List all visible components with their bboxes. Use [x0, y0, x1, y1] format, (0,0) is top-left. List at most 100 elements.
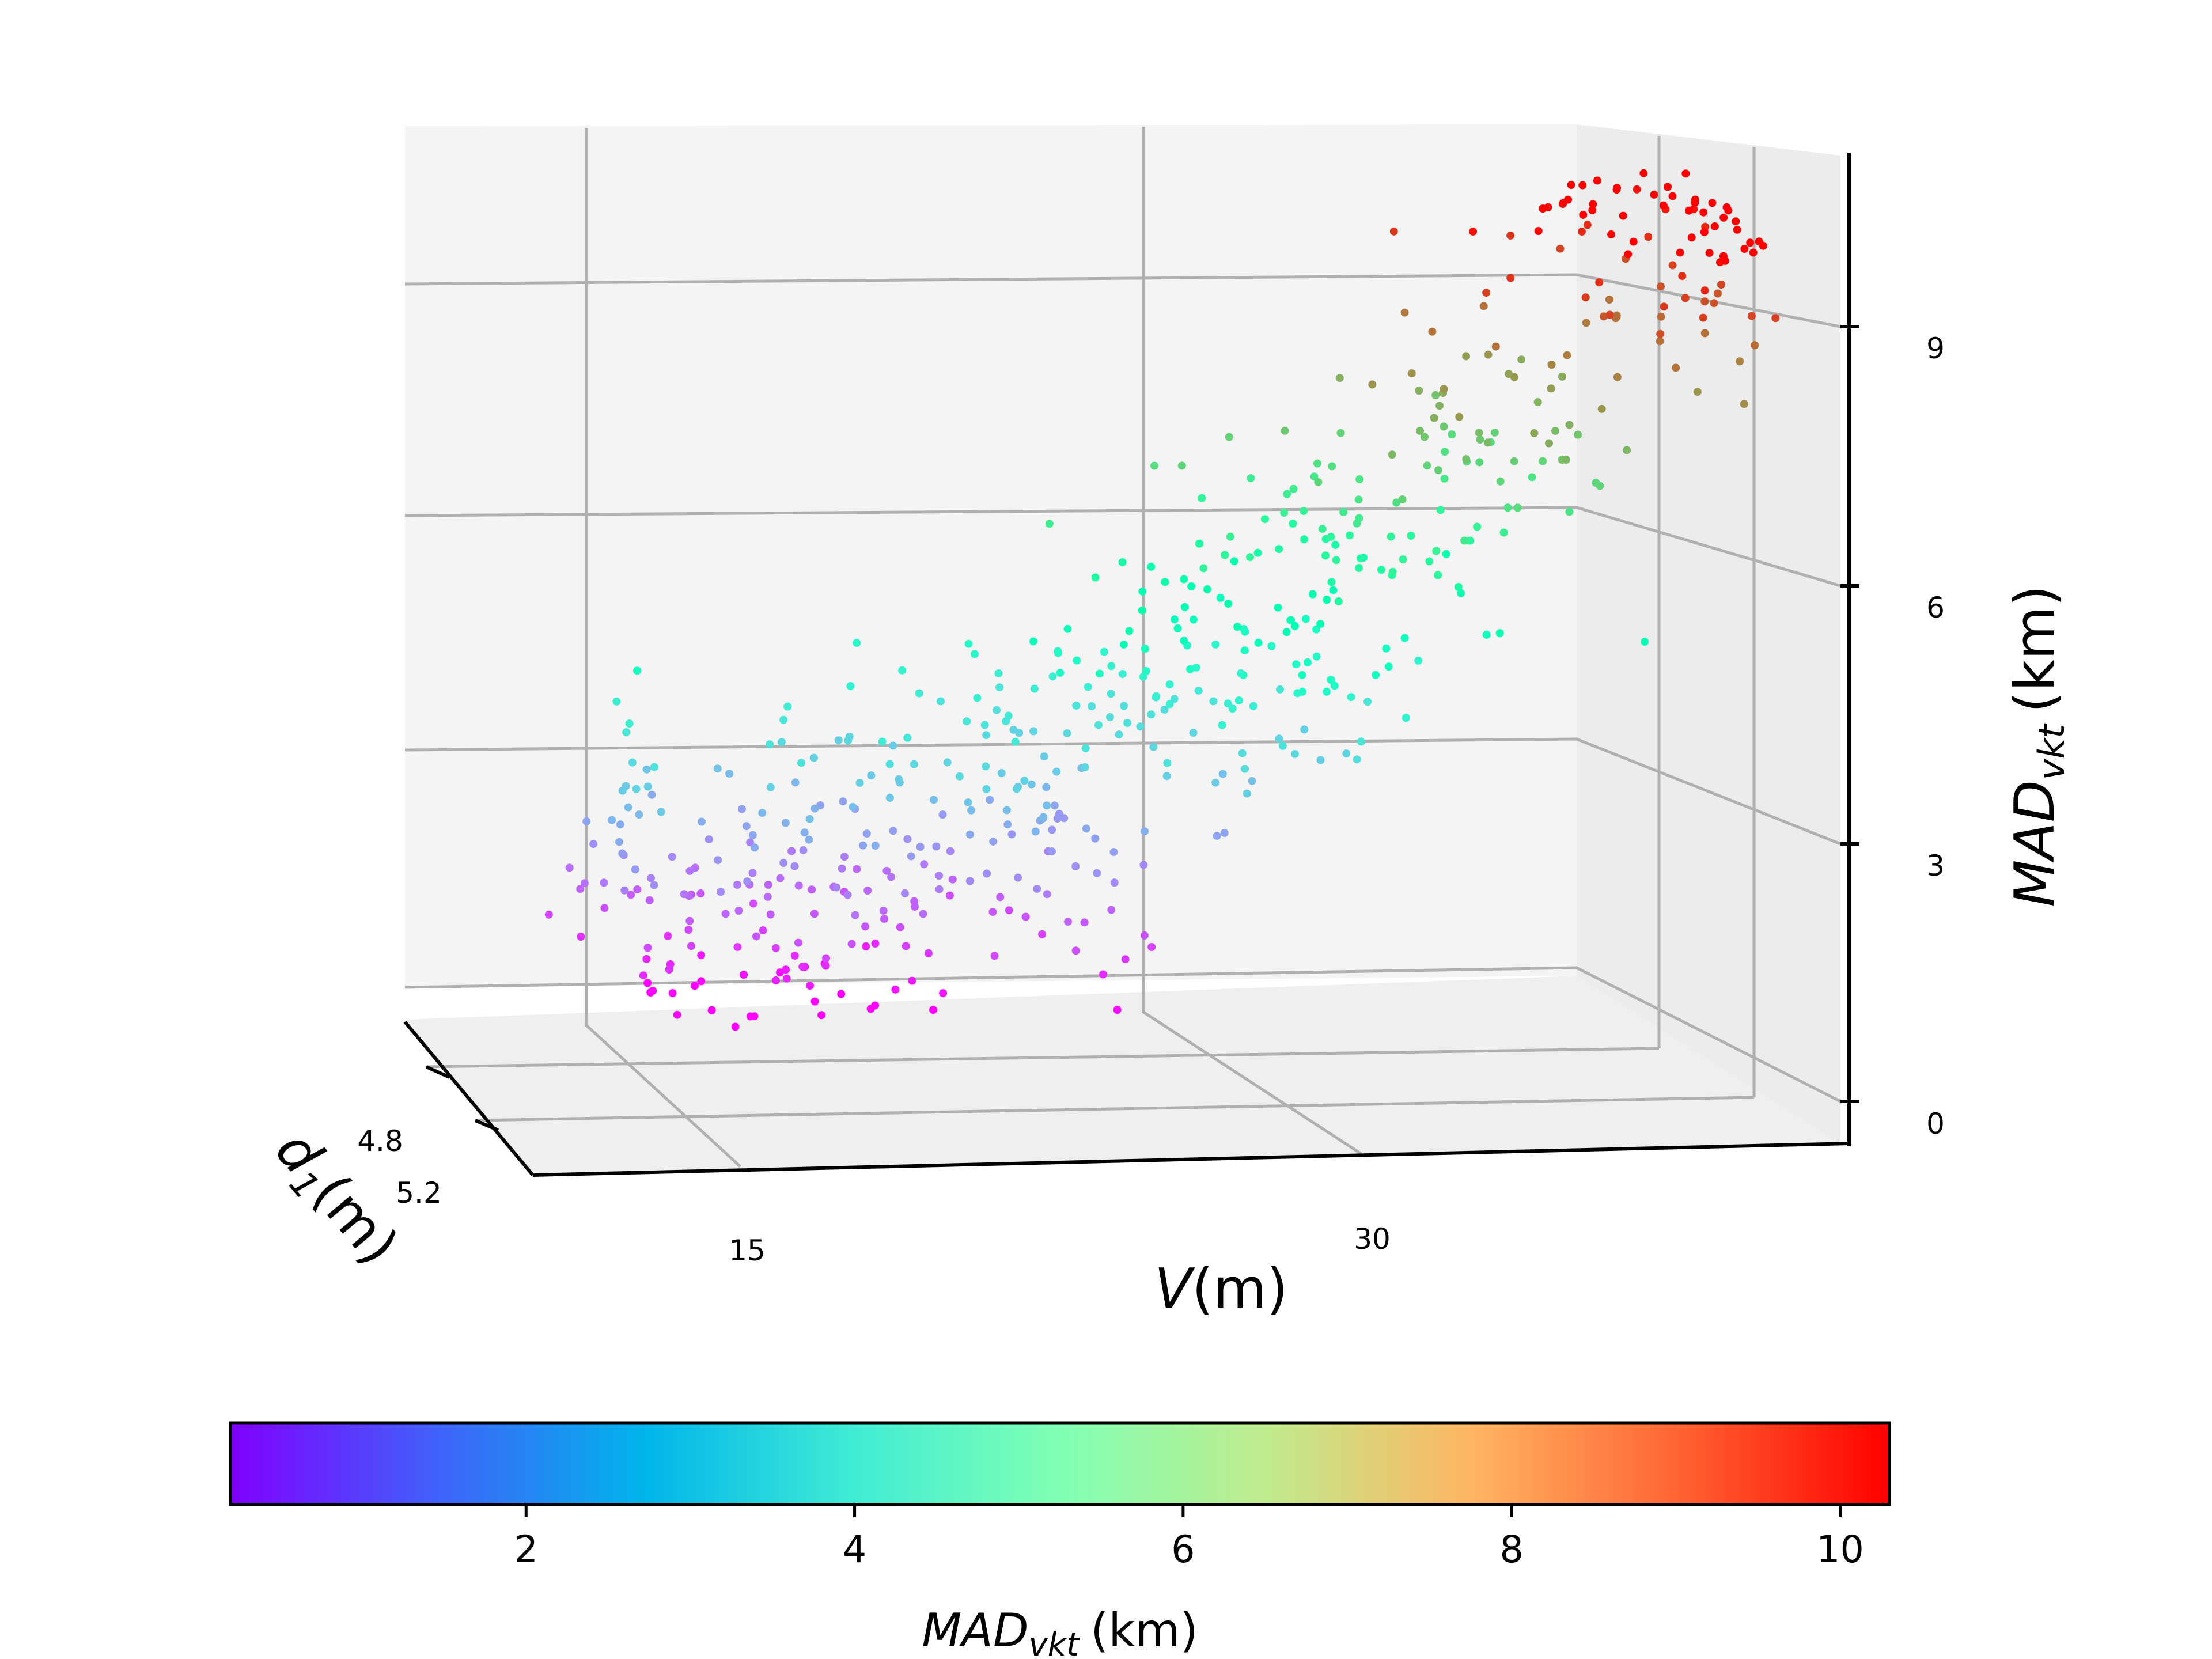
scatter-point [589, 840, 598, 849]
scatter-point [776, 874, 785, 882]
scatter-point [1469, 227, 1477, 236]
scatter-point [871, 842, 880, 850]
scatter-point [1668, 192, 1677, 200]
scatter-point [994, 669, 1003, 677]
scatter-point [943, 758, 952, 767]
scatter-point [650, 763, 658, 771]
scatter-point [859, 841, 868, 850]
scatter-point [887, 873, 895, 881]
scatter-point [834, 736, 843, 745]
scatter-point [1539, 457, 1547, 465]
y-tick-52 [474, 1119, 499, 1132]
scatter-point [624, 803, 632, 812]
scatter-point [1605, 310, 1614, 319]
scatter-point [1732, 217, 1740, 226]
scatter-point [982, 785, 991, 793]
scatter-point [1759, 241, 1767, 250]
scatter-point [832, 883, 840, 892]
scatter-point [740, 971, 748, 979]
colorbar-tick-label-10: 10 [1816, 1528, 1864, 1571]
scatter-point [948, 875, 957, 884]
scatter-point [1672, 363, 1680, 372]
scatter-point [1278, 741, 1287, 750]
scatter-point [871, 940, 880, 948]
scatter-point [1300, 725, 1309, 734]
scatter-point [687, 942, 695, 950]
scatter-point [746, 1012, 755, 1021]
scatter-point [1399, 555, 1407, 564]
scatter-point [1300, 535, 1308, 544]
scatter-point [996, 893, 1005, 902]
scatter-point [696, 889, 705, 897]
scatter-point [1280, 509, 1289, 517]
scatter-point [1180, 575, 1188, 584]
scatter-point [1475, 458, 1484, 467]
scatter-point [935, 885, 944, 893]
colorbar-tick-label-6: 6 [1171, 1528, 1195, 1571]
scatter-point [1274, 603, 1282, 612]
colorbar-ticks: 2 4 6 8 10 [514, 1505, 1864, 1571]
scatter-point [1139, 861, 1148, 869]
scatter-point [1093, 869, 1101, 877]
scatter-point [932, 842, 941, 851]
scatter-point [1091, 573, 1100, 582]
scatter-point [843, 891, 852, 899]
scatter-point [1240, 646, 1249, 655]
scatter-point [1684, 206, 1693, 215]
z-tick-label-6: 6 [1926, 591, 1945, 624]
scatter-point [665, 965, 673, 974]
grid-d1-52-floor [475, 1096, 1755, 1122]
scatter-point [1332, 556, 1340, 565]
scatter-point [650, 881, 658, 889]
scatter-point [647, 874, 655, 882]
scatter-point [1687, 233, 1696, 242]
scatter-point [1440, 474, 1449, 483]
scatter-point [1247, 474, 1255, 482]
scatter-point [1283, 490, 1291, 498]
scatter-point [1045, 520, 1054, 528]
scatter-point [1014, 873, 1022, 882]
scatter-point [1054, 649, 1062, 657]
scatter-point [633, 666, 641, 675]
scatter-point [737, 805, 746, 813]
grid-z-9 [404, 273, 1841, 328]
scatter-point [697, 977, 706, 986]
scatter-point [643, 944, 652, 952]
scatter-point [955, 772, 964, 781]
scatter-point [1650, 190, 1658, 199]
scatter-point [1138, 587, 1147, 596]
scatter-point [965, 877, 974, 885]
scatter-point [1072, 701, 1081, 710]
scatter-point [1073, 656, 1081, 665]
scatter-point [1483, 438, 1492, 447]
scatter-point [1221, 551, 1229, 559]
scatter-point [1336, 429, 1345, 437]
scatter-point [945, 891, 954, 900]
scatter-point [1052, 767, 1061, 776]
scatter-point [680, 890, 688, 899]
y-axis-line [403, 1021, 535, 1176]
grid-v-15 [585, 128, 741, 1168]
scatter-point [766, 910, 775, 919]
scatter-point [1705, 249, 1714, 257]
back-pane [405, 124, 1577, 987]
scatter-point [1421, 433, 1429, 441]
scatter-point [1048, 825, 1056, 834]
scatter-point [798, 963, 807, 971]
scatter-point [620, 886, 629, 895]
scatter-point [714, 856, 722, 865]
x-axis-title: V(m) [1154, 1257, 1288, 1321]
scatter-point [1088, 702, 1096, 710]
scatter-point [1163, 759, 1172, 767]
scatter-point [1094, 721, 1103, 729]
scatter-point [1484, 350, 1493, 359]
scatter-point [1574, 430, 1582, 439]
scatter-point [1141, 827, 1149, 836]
scatter-point [1171, 615, 1179, 624]
scatter-point [697, 951, 706, 960]
scatter-point [1589, 200, 1597, 209]
scatter-point [1082, 824, 1090, 833]
scatter-point [600, 878, 608, 887]
scatter-point [846, 682, 855, 690]
scatter-point [713, 764, 722, 773]
